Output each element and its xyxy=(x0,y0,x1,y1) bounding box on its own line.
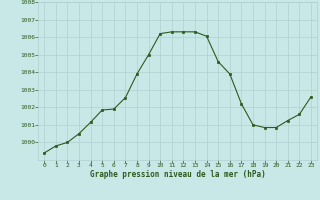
X-axis label: Graphe pression niveau de la mer (hPa): Graphe pression niveau de la mer (hPa) xyxy=(90,170,266,179)
